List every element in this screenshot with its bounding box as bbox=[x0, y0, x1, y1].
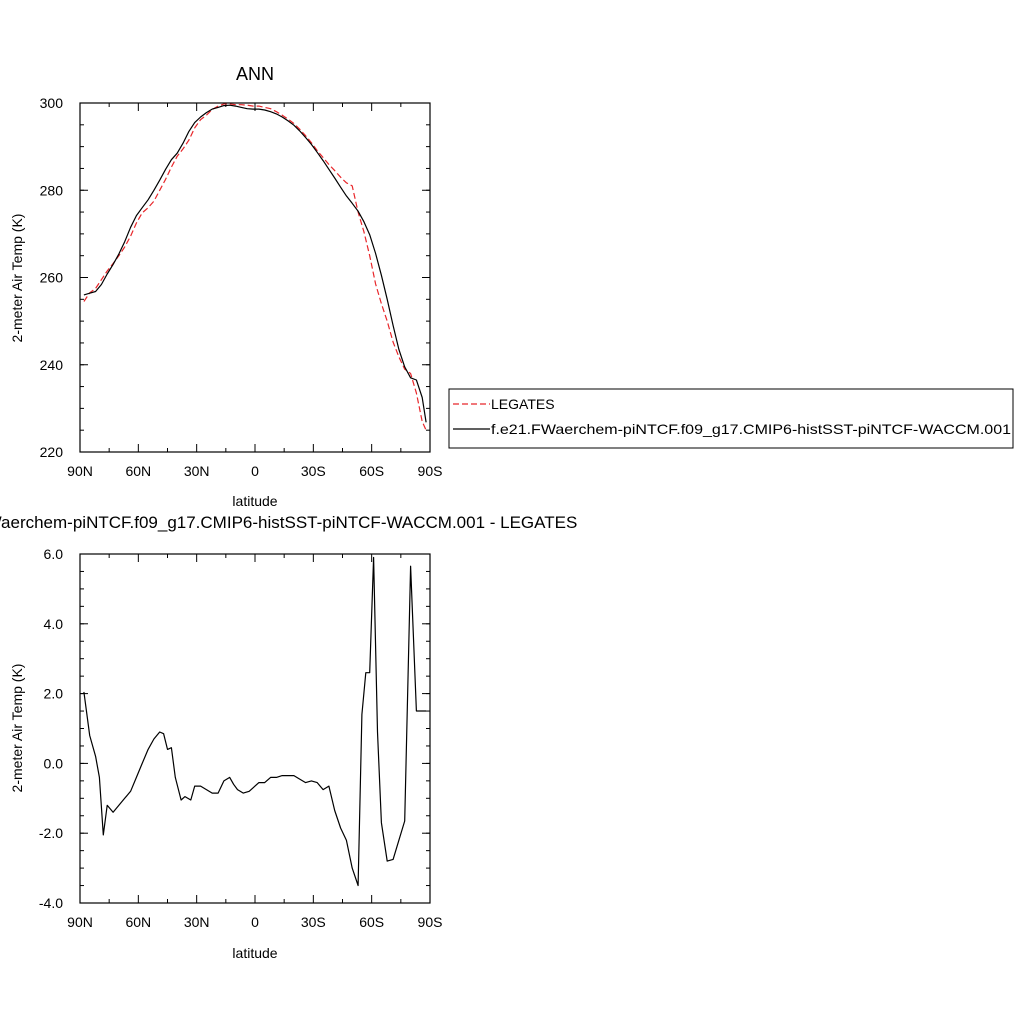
legend: LEGATES f.e21.FWaerchem-piNTCF.f09_g17.C… bbox=[448, 388, 1014, 449]
bottom-series-lines bbox=[83, 556, 427, 887]
top-series-lines bbox=[83, 103, 427, 431]
bottom-x-axis-label: latitude bbox=[232, 945, 277, 961]
bottom-y-tick-label: 4.0 bbox=[44, 616, 64, 632]
bottom-x-tick-label: 0 bbox=[251, 914, 259, 930]
top-series-line-model bbox=[83, 104, 427, 423]
top-x-tick-label: 60N bbox=[125, 463, 151, 479]
bottom-x-tick-label: 30N bbox=[184, 914, 210, 930]
bottom-series-line-model bbox=[83, 556, 427, 887]
legend-label-legates: LEGATES bbox=[491, 396, 555, 412]
bottom-x-tick-label: 90N bbox=[67, 914, 93, 930]
legend-box bbox=[448, 388, 1014, 449]
top-x-axis-label: latitude bbox=[232, 493, 277, 509]
bottom-axis-frame bbox=[79, 553, 431, 904]
top-x-tick-label: 90S bbox=[418, 463, 443, 479]
bottom-x-tick-label: 30S bbox=[301, 914, 326, 930]
bottom-y-tick-label: 2.0 bbox=[44, 686, 64, 702]
top-y-tick-label: 280 bbox=[40, 182, 64, 198]
top-chart-title: ANN bbox=[236, 64, 274, 84]
top-axis-ticks: 90N 60N 30N 0 30S 60S 90S 220 240 260 280 300 bbox=[40, 95, 443, 479]
top-x-tick-label: 60S bbox=[359, 463, 384, 479]
top-x-tick-label: 90N bbox=[67, 463, 93, 479]
top-x-tick-label: 30S bbox=[301, 463, 326, 479]
bottom-x-tick-label: 60S bbox=[359, 914, 384, 930]
top-panel: ANN 90N 60N 30N 0 30S 60S 90S 220 240 260 280 300 l… bbox=[9, 64, 442, 509]
legend-label-model: f.e21.FWaerchem-piNTCF.f09_g17.CMIP6-his… bbox=[491, 421, 1011, 437]
top-y-tick-label: 240 bbox=[40, 357, 64, 373]
top-x-tick-label: 30N bbox=[184, 463, 210, 479]
top-x-tick-label: 0 bbox=[251, 463, 259, 479]
top-series-line-legates bbox=[83, 103, 427, 431]
top-y-tick-label: 260 bbox=[40, 270, 64, 286]
bottom-y-tick-label: -4.0 bbox=[39, 895, 63, 911]
top-y-tick-label: 300 bbox=[40, 95, 64, 111]
bottom-panel: f.e21.FWaerchem-piNTCF.f09_g17.CMIP6-his… bbox=[0, 513, 577, 961]
bottom-y-tick-label: 6.0 bbox=[44, 546, 64, 562]
bottom-x-tick-label: 90S bbox=[418, 914, 443, 930]
bottom-chart-title: f.e21.FWaerchem-piNTCF.f09_g17.CMIP6-his… bbox=[0, 513, 577, 532]
bottom-y-tick-label: -2.0 bbox=[39, 825, 63, 841]
top-y-tick-label: 220 bbox=[40, 444, 64, 460]
bottom-x-tick-label: 60N bbox=[125, 914, 151, 930]
top-axis-frame bbox=[79, 102, 431, 453]
bottom-axis-ticks: 90N 60N 30N 0 30S 60S 90S -4.0 -2.0 0.0 2.0 4.0 6.0 bbox=[39, 546, 443, 930]
top-y-axis-label: 2-meter Air Temp (K) bbox=[9, 214, 25, 343]
bottom-y-axis-label: 2-meter Air Temp (K) bbox=[9, 664, 25, 793]
bottom-y-tick-label: 0.0 bbox=[44, 755, 64, 771]
